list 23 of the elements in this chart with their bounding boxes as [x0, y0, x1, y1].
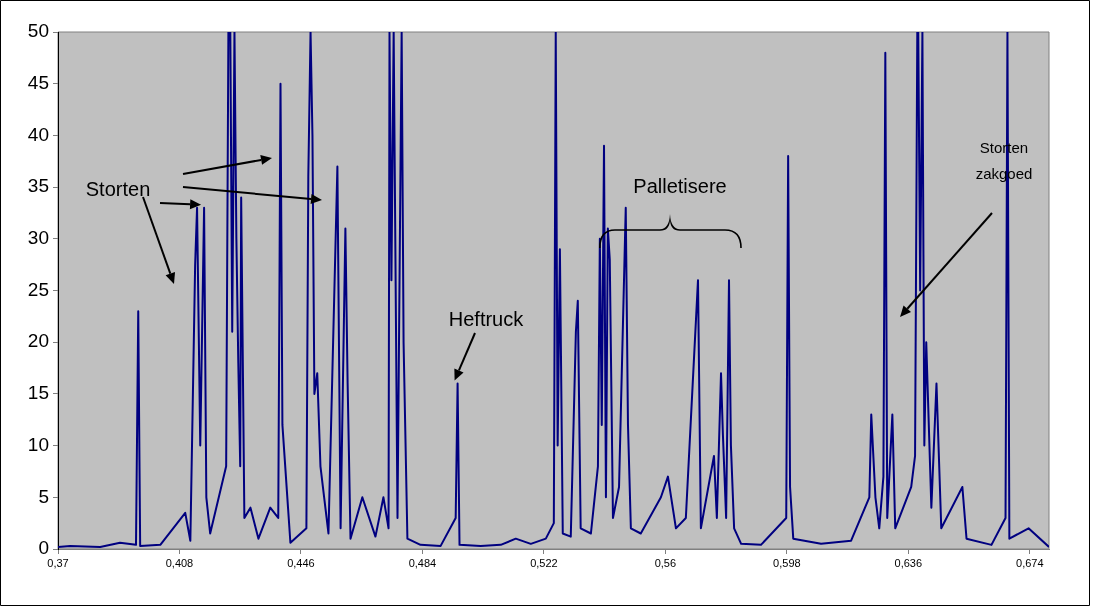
y-tick-label: 5: [38, 485, 49, 507]
y-tick-label: 40: [27, 123, 49, 145]
y-tick-label: 30: [27, 227, 49, 249]
y-tick-label: 45: [27, 71, 49, 93]
x-tick-label: 0,484: [408, 556, 437, 569]
annotation: Storten: [85, 177, 151, 200]
y-tick-label: 10: [27, 433, 49, 455]
y-tick-label: 0: [38, 537, 49, 559]
annotation: Palletisere: [633, 174, 727, 197]
y-tick-label: 35: [27, 175, 49, 197]
x-tick-label: 0,37: [47, 556, 69, 569]
x-tick-label: 0,674: [1016, 556, 1044, 569]
y-tick-label: 25: [27, 278, 49, 300]
x-tick-label: 0,56: [654, 556, 677, 569]
x-tick-label: 0,598: [773, 556, 801, 569]
x-tick-label: 0,636: [894, 556, 923, 569]
y-tick-label: 20: [27, 330, 49, 352]
y-tick-label: 50: [27, 20, 49, 42]
x-tick-label: 0,408: [165, 556, 194, 569]
annotation: Heftruck: [448, 307, 525, 330]
x-tick-label: 0,522: [530, 556, 558, 569]
x-tick-label: 0,446: [287, 556, 315, 569]
y-tick-label: 15: [27, 382, 49, 404]
